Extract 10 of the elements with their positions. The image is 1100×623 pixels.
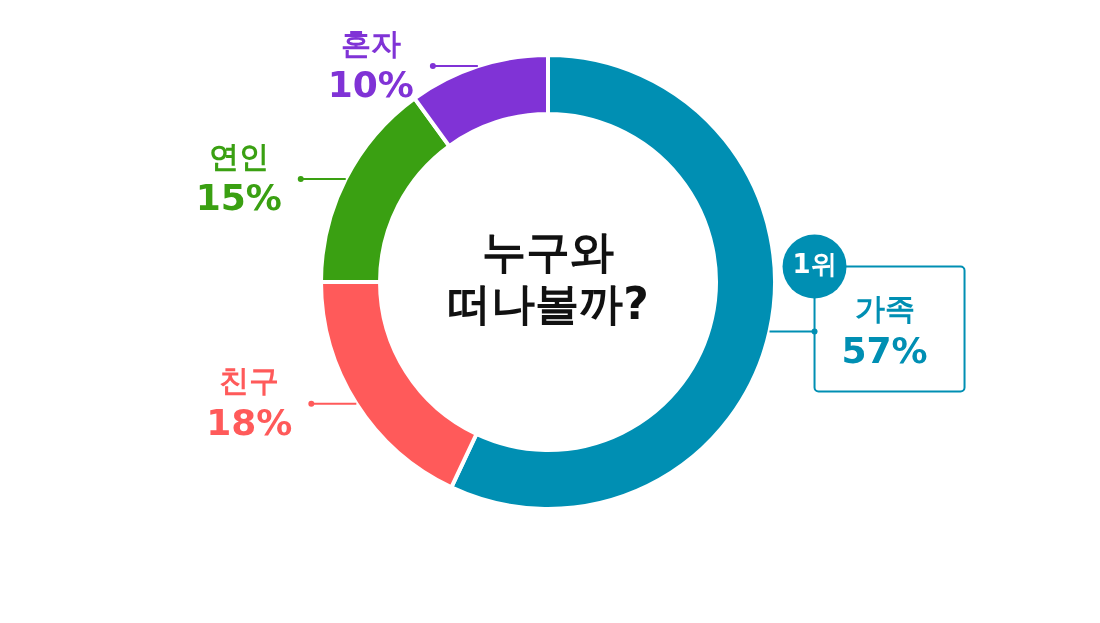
slice-label: 혼자 [340, 25, 401, 61]
text: 1위 [792, 249, 837, 280]
text: 누구와 떠나볼까? [447, 226, 649, 330]
slice-label: 연인 [208, 138, 269, 174]
data-label: 57% [841, 329, 928, 371]
data-label: 15% [195, 177, 282, 219]
slice-label: 가족 [854, 291, 915, 327]
slice-label: 친구 [219, 363, 280, 399]
data-label: 10% [327, 64, 414, 106]
data-label: 18% [206, 401, 293, 443]
